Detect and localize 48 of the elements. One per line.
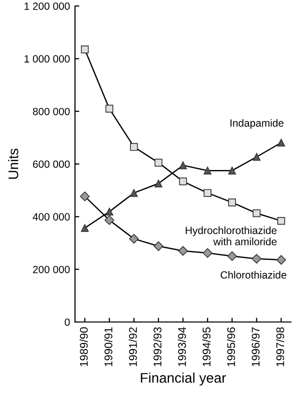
point xyxy=(204,166,212,174)
point xyxy=(252,254,262,264)
point xyxy=(105,208,114,216)
point xyxy=(252,153,261,161)
point xyxy=(130,142,138,151)
x-tick-label: 1991/92 xyxy=(128,327,137,366)
point xyxy=(80,46,89,54)
x-tick-label: 1990/91 xyxy=(104,327,112,366)
x-tick-label: 1994/95 xyxy=(202,327,211,366)
series-label: Chlorothiazide xyxy=(220,270,286,279)
y-tick-label: 1 200 000 xyxy=(24,2,70,10)
point xyxy=(179,161,187,170)
point xyxy=(204,189,212,197)
y-tick-label: 0 xyxy=(64,318,70,326)
y-tick-label: 400 000 xyxy=(32,213,70,221)
point xyxy=(129,234,139,244)
point xyxy=(228,198,236,206)
point xyxy=(154,241,164,251)
point xyxy=(80,192,90,202)
point xyxy=(179,177,187,186)
point xyxy=(277,138,286,147)
point xyxy=(276,255,286,265)
point xyxy=(154,158,162,167)
x-tick-label: 1996/97 xyxy=(251,327,260,366)
point xyxy=(130,189,138,197)
point xyxy=(227,251,237,262)
x-tick-label: 1997/98 xyxy=(276,327,284,366)
point xyxy=(178,246,188,256)
point xyxy=(105,104,114,113)
point xyxy=(202,248,212,258)
x-tick-label: 1992/93 xyxy=(153,327,162,366)
series-label: Hydrochlorothiazide with amiloride xyxy=(186,226,277,246)
series-label: Indapamide xyxy=(230,119,284,129)
point xyxy=(154,180,162,188)
y-axis-title: Units xyxy=(8,148,18,179)
y-tick-label: 600 000 xyxy=(33,160,70,168)
x-tick-label: 1993/94 xyxy=(178,327,186,366)
point xyxy=(80,224,89,232)
point xyxy=(228,166,236,174)
point xyxy=(104,215,114,225)
x-axis-title: Financial year xyxy=(140,372,226,386)
x-tick-label: 1995/96 xyxy=(226,327,236,366)
y-tick-label: 800 000 xyxy=(32,108,70,116)
y-tick-label: 200 000 xyxy=(33,266,70,274)
point xyxy=(252,209,261,218)
point xyxy=(277,216,286,225)
y-tick-label: 1 000 000 xyxy=(24,55,70,63)
x-tick-label: 1989/90 xyxy=(80,327,88,366)
